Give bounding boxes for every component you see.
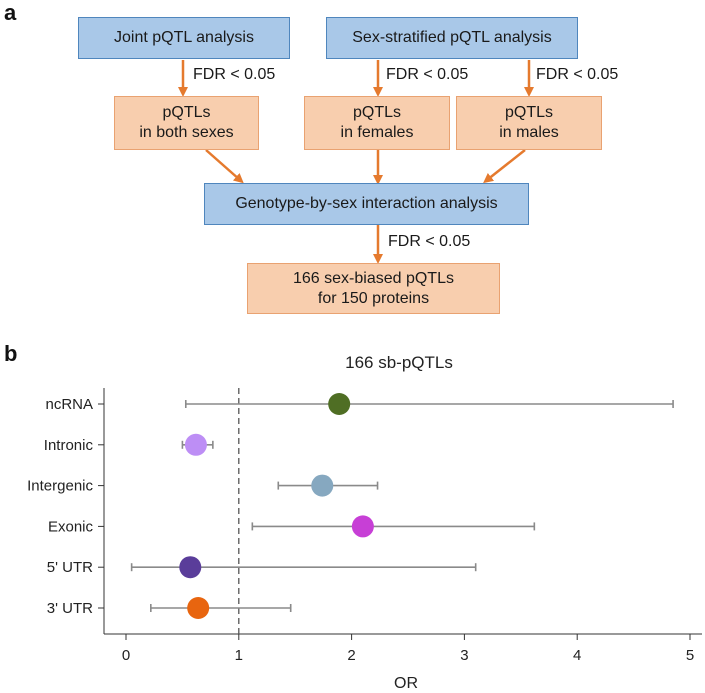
forest-plot: 166 sb-pQTLs OR 0 1 2 3 4 5 ncRNA Intronic Inter…	[27, 353, 702, 692]
y-tick-label: 5' UTR	[47, 559, 93, 576]
x-tick-label: 1	[235, 647, 243, 664]
or-point	[187, 597, 210, 619]
arrow-males-to-interaction	[483, 149, 526, 184]
x-tick-label: 2	[347, 647, 355, 664]
y-tick-label: 3' UTR	[47, 600, 93, 617]
y-tick-label: Intronic	[44, 437, 94, 454]
fdr-label-interaction: FDR < 0.05	[388, 233, 471, 250]
x-tick-label: 5	[686, 647, 694, 664]
sex-stratified-pqtl-box: Sex-stratified pQTL analysis	[326, 17, 578, 59]
or-point	[328, 393, 351, 415]
pqtls-females-box: pQTLs in females	[304, 96, 450, 150]
or-point	[179, 556, 202, 579]
fdr-label-females: FDR < 0.05	[386, 66, 469, 83]
panel-a-letter: a	[4, 0, 17, 25]
genotype-by-sex-interaction-box: Genotype-by-sex interaction analysis	[204, 183, 529, 225]
or-point	[184, 433, 207, 456]
or-point	[351, 515, 374, 538]
pqtls-males-box: pQTLs in males	[456, 96, 602, 150]
or-point	[311, 474, 334, 497]
fdr-label-joint: FDR < 0.05	[193, 66, 276, 83]
chart-title: 166 sb-pQTLs	[345, 353, 453, 372]
y-tick-label: Intergenic	[27, 478, 93, 495]
x-tick-label: 4	[573, 647, 581, 664]
y-tick-label: ncRNA	[45, 396, 93, 413]
panel-b-letter: b	[4, 341, 18, 366]
arrow-both-to-interaction	[205, 149, 244, 184]
flow-arrows	[178, 60, 534, 264]
pqtls-both-sexes-box: pQTLs in both sexes	[114, 96, 259, 150]
y-tick-label: Exonic	[48, 518, 94, 535]
fdr-label-males: FDR < 0.05	[536, 66, 619, 83]
x-axis-label: OR	[394, 675, 418, 692]
joint-pqtl-box: Joint pQTL analysis	[78, 17, 290, 59]
x-tick-label: 0	[122, 647, 130, 664]
sex-biased-pqtls-result-box: 166 sex-biased pQTLs for 150 proteins	[247, 263, 500, 314]
x-tick-label: 3	[460, 647, 468, 664]
